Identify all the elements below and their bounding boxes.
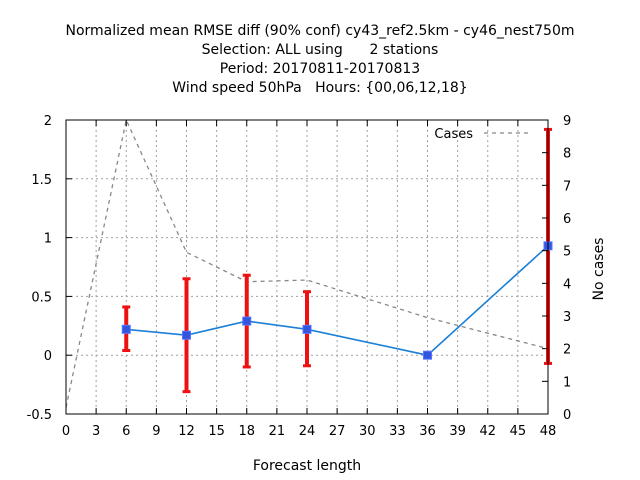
title-line-3: Period: 20170811-20170813 [220,61,420,77]
y-tick-label: 0.5 [31,290,52,305]
y-tick-label: 1 [44,232,52,247]
data-point [182,330,191,340]
y2-tick-label: 3 [563,310,571,325]
x-tick-label: 3 [92,424,100,439]
grid [66,120,548,414]
x-tick-label: 18 [238,424,255,439]
y2-tick-label: 4 [563,277,571,292]
x-tick-label: 39 [449,424,466,439]
x-tick-label: 45 [510,424,527,439]
x-tick-label: 21 [269,424,286,439]
x-tick-label: 42 [479,424,496,439]
y2-tick-label: 6 [563,212,571,227]
data-point [302,324,312,334]
chart-title: Normalized mean RMSE diff (90% conf) cy4… [65,23,574,96]
y-tick-label: -0.5 [27,408,52,423]
x-tick-label: 36 [419,424,436,439]
main-series [126,245,549,357]
x-tick-label: 15 [208,424,225,439]
data-point [423,350,432,360]
x-tick-label: 24 [299,424,316,439]
title-line-1: Normalized mean RMSE diff (90% conf) cy4… [65,23,574,39]
y-tick-label: 1.5 [31,173,52,188]
x-tick-label: 12 [178,424,195,439]
title-line-4: Wind speed 50hPa Hours: {00,06,12,18} [172,80,467,96]
y2-tick-label: 2 [563,343,571,358]
y2-tick-label: 1 [563,375,571,390]
y-tick-label: 2 [44,114,52,129]
data-point [121,324,131,334]
title-line-2: Selection: ALL using 2 stations [202,42,439,58]
y2-tick-label: 0 [563,408,571,423]
y2-tick-label: 5 [563,245,571,260]
y2-tick-label: 7 [563,179,571,194]
x-tick-label: 6 [122,424,130,439]
axis-ticks: 0 3 6 9 12 15 18 21 24 27 30 33 36 39 42 45 48-0.500.511… [27,114,572,439]
main-line [126,245,549,357]
y2-tick-label: 8 [563,147,571,162]
x-axis-label: Forecast length [253,458,361,474]
data-point [242,316,252,326]
x-tick-label: 30 [359,424,376,439]
x-tick-label: 9 [152,424,160,439]
x-tick-label: 0 [62,424,70,439]
legend-label-cases: Cases [434,127,473,142]
y2-tick-label: 9 [563,114,571,129]
x-tick-label: 27 [329,424,346,439]
y2-axis-label: No cases [591,238,607,301]
x-tick-label: 33 [389,424,406,439]
x-tick-label: 48 [540,424,557,439]
y-tick-label: 0 [44,349,52,364]
legend: Cases [434,127,532,142]
